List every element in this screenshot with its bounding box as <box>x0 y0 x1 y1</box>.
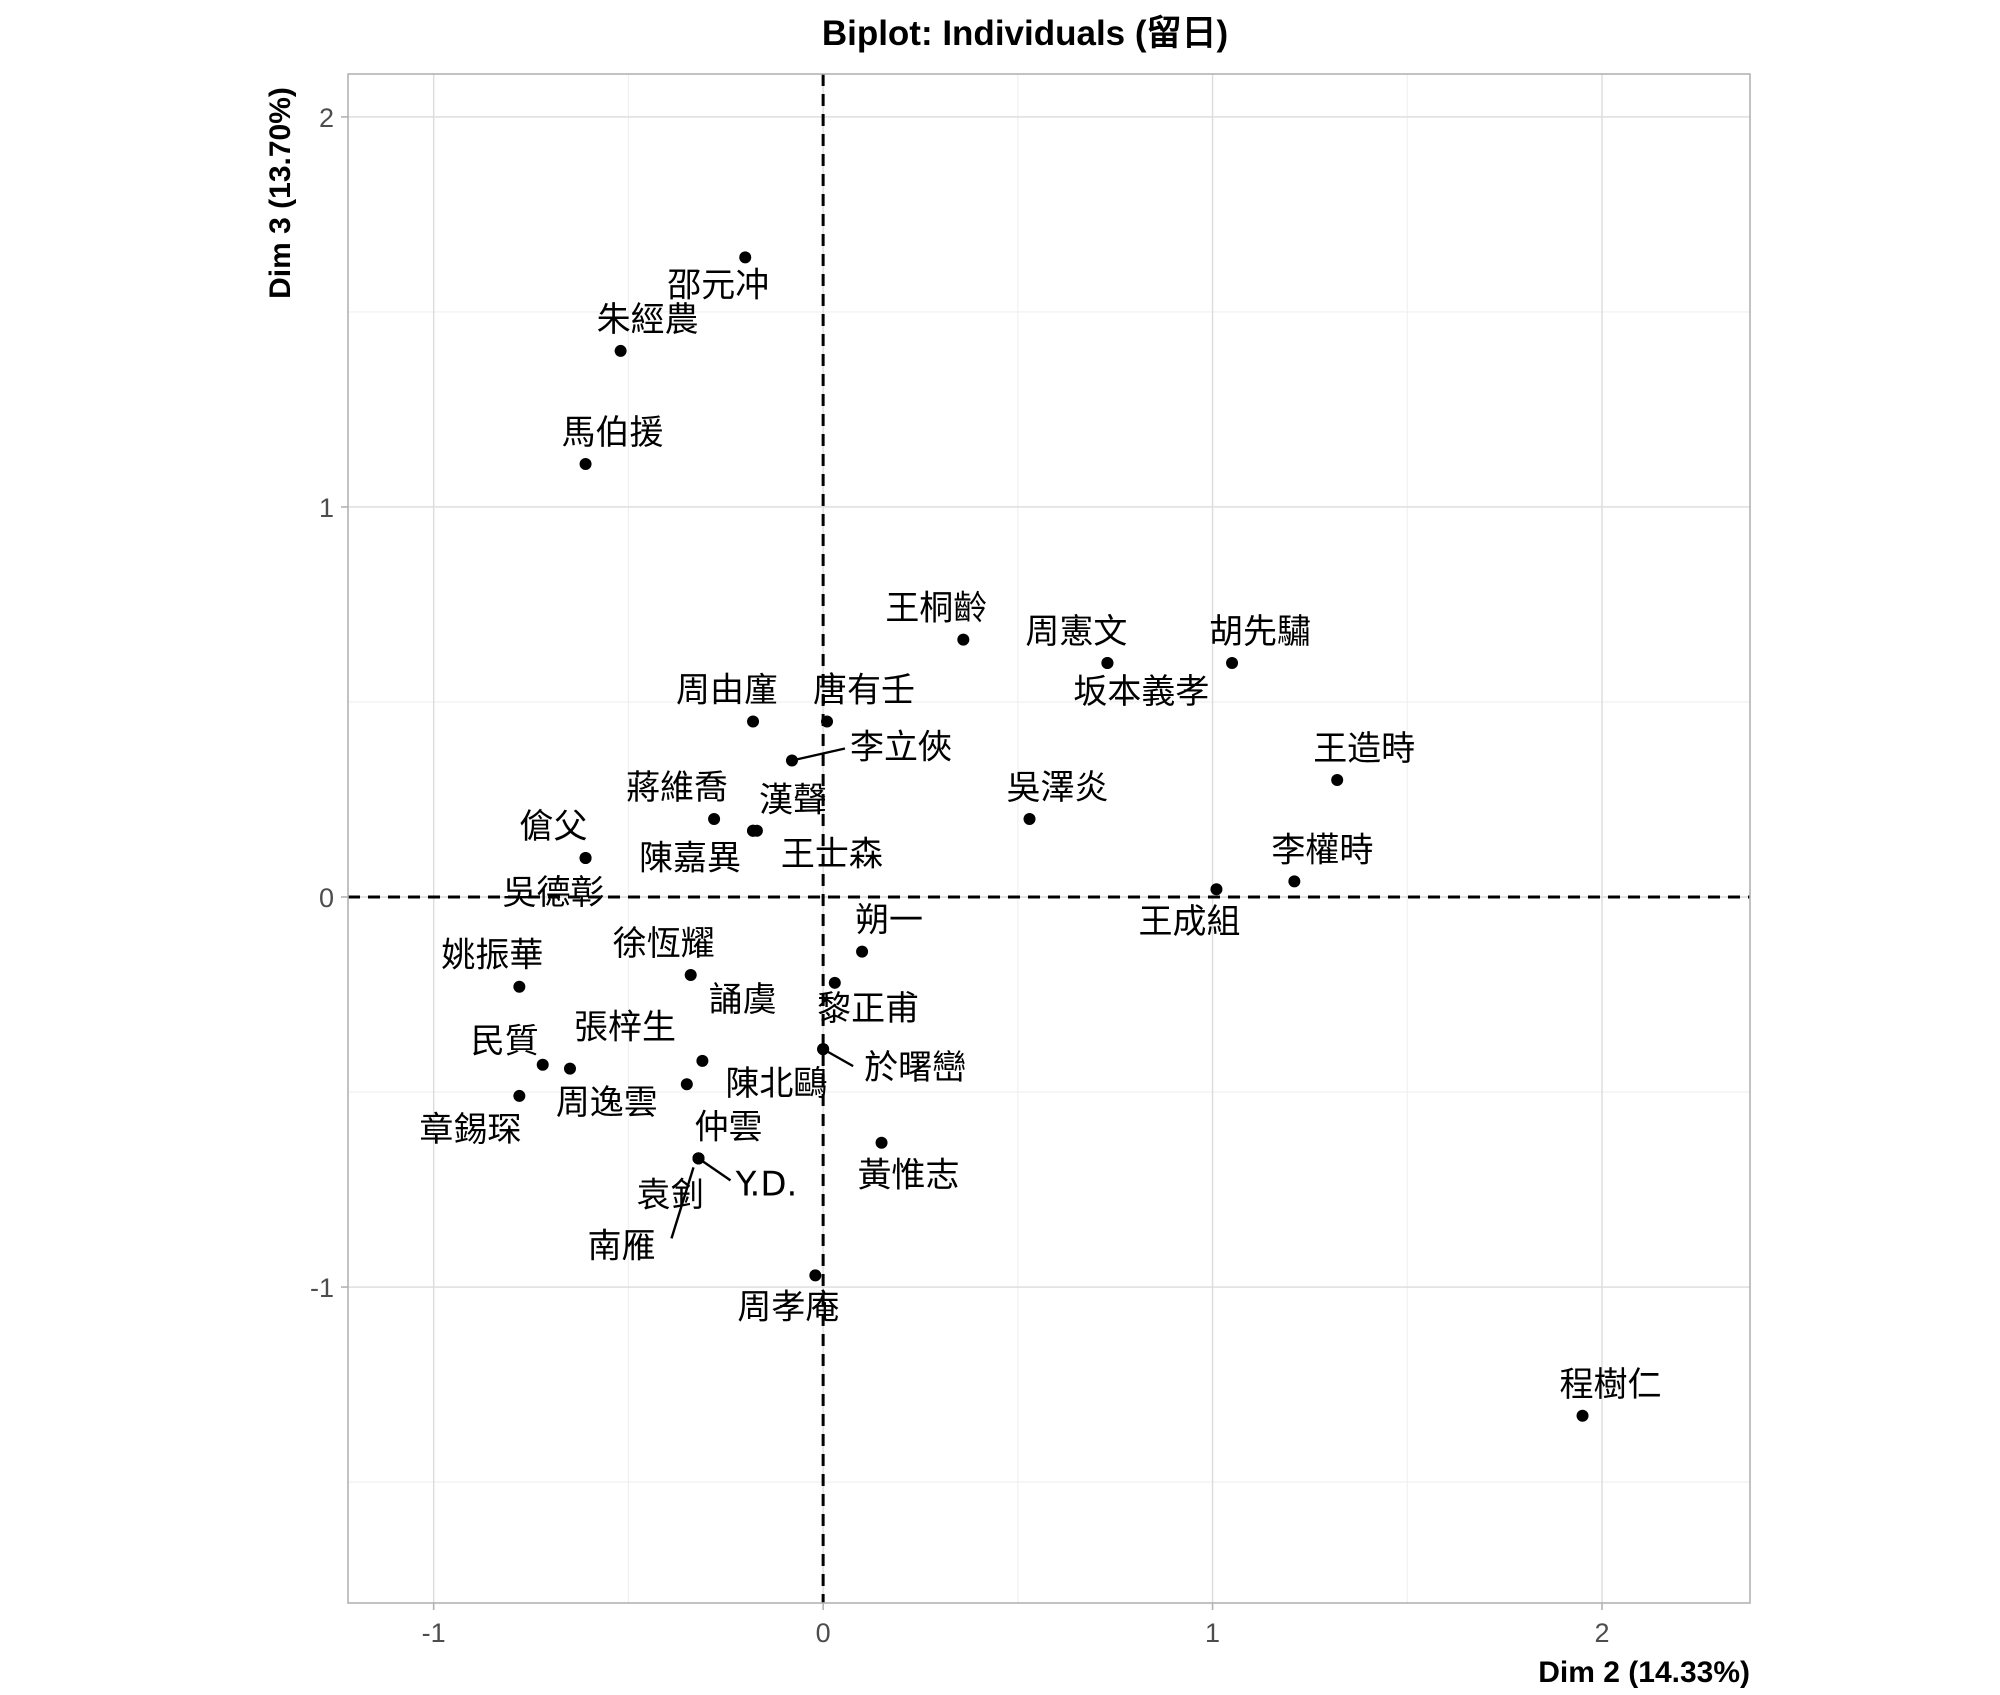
chart-title: Biplot: Individuals (留日) <box>822 14 1228 53</box>
point-label: 誦虞 <box>709 980 777 1020</box>
data-point <box>1101 656 1114 669</box>
point-label: 民質 <box>471 1022 539 1062</box>
data-point <box>1576 1409 1589 1422</box>
data-point <box>708 812 721 825</box>
data-point <box>747 715 760 728</box>
point-label: 胡先驌 <box>1209 612 1311 652</box>
point-label: 周孝庵 <box>737 1287 839 1327</box>
leader-line <box>670 1166 695 1239</box>
point-label: 袁釗 <box>637 1175 705 1215</box>
y-axis-title: Dim 3 (13.70%) <box>264 87 297 299</box>
point-label: 周由廑 <box>676 670 778 710</box>
data-point <box>680 1078 693 1091</box>
point-label: 朱經農 <box>597 300 699 340</box>
point-label: 王士森 <box>781 835 883 875</box>
data-point <box>513 980 526 993</box>
x-axis: -1 0 1 2 <box>422 1603 1610 1648</box>
point-label: 李立俠 <box>850 727 952 767</box>
data-point <box>614 344 627 357</box>
data-point <box>579 458 592 471</box>
data-point <box>1226 656 1239 669</box>
data-point <box>563 1062 576 1075</box>
data-point <box>828 976 841 989</box>
data-point <box>817 1043 830 1056</box>
data-point <box>739 251 752 264</box>
point-label: 仲雲 <box>695 1107 763 1147</box>
data-point <box>696 1054 709 1067</box>
point-label: 王桐齡 <box>885 589 987 629</box>
point-label: 王成組 <box>1138 902 1240 942</box>
data-point <box>809 1269 822 1282</box>
y-tick-label: 0 <box>319 883 334 913</box>
point-label: 馬伯援 <box>562 413 664 453</box>
data-points <box>513 251 1589 1422</box>
data-point <box>747 824 760 837</box>
x-tick-label: 2 <box>1594 1618 1609 1648</box>
point-label: Y.D. <box>735 1164 798 1204</box>
y-tick-label: -1 <box>310 1273 334 1303</box>
point-label: 坂本義孝 <box>1073 672 1209 712</box>
point-label: 章錫琛 <box>419 1110 521 1150</box>
data-point <box>1331 773 1344 786</box>
data-point <box>875 1136 888 1149</box>
point-label: 於曙巒 <box>864 1048 966 1088</box>
point-label: 程樹仁 <box>1560 1365 1662 1405</box>
point-label: 姚振華 <box>441 936 543 976</box>
point-label: 南雁 <box>588 1226 656 1266</box>
data-point <box>692 1152 705 1165</box>
point-label: 黃惟志 <box>858 1156 960 1196</box>
point-label: 周憲文 <box>1025 612 1127 652</box>
data-point <box>536 1058 549 1071</box>
point-label: 徐恆耀 <box>613 924 715 964</box>
point-label: 李權時 <box>1271 830 1373 870</box>
data-point <box>957 633 970 646</box>
data-point <box>1210 883 1223 896</box>
point-label: 王造時 <box>1313 729 1415 769</box>
data-point <box>513 1089 526 1102</box>
point-label: 吳澤炎 <box>1007 768 1109 808</box>
data-point <box>1023 812 1036 825</box>
data-point <box>684 969 697 982</box>
data-point <box>785 754 798 767</box>
y-tick-label: 2 <box>319 103 334 133</box>
point-label: 陳北鷗 <box>725 1064 827 1104</box>
y-tick-label: 1 <box>319 493 334 523</box>
data-point <box>856 945 869 958</box>
leader-line <box>697 1157 732 1182</box>
point-label: 陳嘉異 <box>639 839 741 879</box>
point-label: 周逸雲 <box>556 1083 658 1123</box>
x-tick-label: -1 <box>422 1618 446 1648</box>
data-point <box>1288 875 1301 888</box>
data-point <box>821 715 834 728</box>
point-label: 漢聲 <box>759 781 827 821</box>
leader-line <box>791 747 846 762</box>
point-label: 朔一 <box>855 901 923 941</box>
point-label: 傖父 <box>520 807 588 847</box>
point-label: 唐有壬 <box>813 670 915 710</box>
x-axis-title: Dim 2 (14.33%) <box>1538 1656 1750 1689</box>
x-tick-label: 1 <box>1205 1618 1220 1648</box>
data-point <box>579 852 592 865</box>
plot-panel <box>347 73 1751 1604</box>
point-label: 張梓生 <box>574 1008 676 1048</box>
y-axis: -1 0 1 2 <box>310 103 348 1303</box>
point-label: 吳德彰 <box>503 873 605 913</box>
point-label: 蔣維喬 <box>626 768 728 808</box>
reference-lines <box>348 74 1750 1603</box>
point-label: 黎正甫 <box>817 989 919 1029</box>
x-tick-label: 0 <box>816 1618 831 1648</box>
point-label: 邵元冲 <box>667 265 769 305</box>
